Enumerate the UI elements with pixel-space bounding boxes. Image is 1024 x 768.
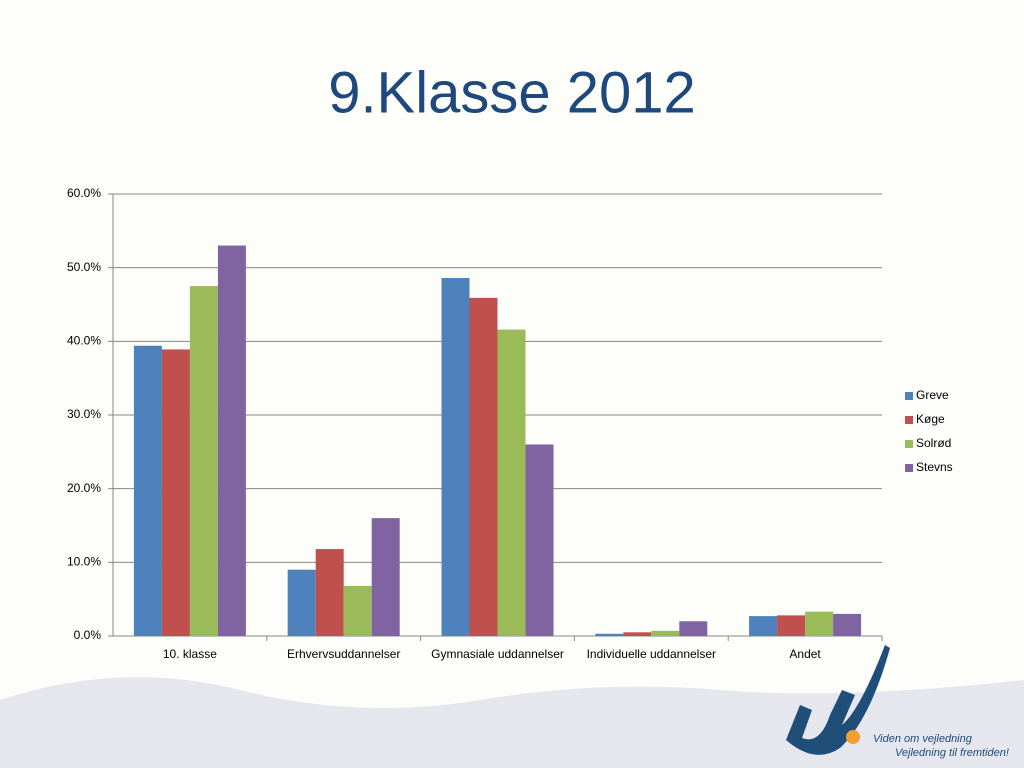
bar — [679, 621, 708, 636]
bar — [805, 611, 834, 636]
bar — [469, 297, 498, 636]
bar — [189, 286, 218, 636]
tagline: Viden om vejledning — [873, 733, 973, 745]
legend-label: Solrød — [916, 436, 951, 450]
logo — [786, 645, 890, 755]
legend-label: Køge — [916, 412, 945, 426]
legend-label: Stevns — [916, 460, 953, 474]
bar — [833, 613, 862, 636]
legend-swatch — [905, 464, 913, 472]
bar — [777, 615, 806, 636]
bar — [133, 345, 162, 636]
legend-swatch — [905, 440, 913, 448]
bar — [595, 633, 624, 636]
bar — [525, 444, 554, 636]
bar — [371, 518, 400, 636]
background-decoration — [0, 677, 1024, 768]
bar — [161, 349, 190, 636]
bar — [287, 569, 316, 636]
bar — [497, 329, 526, 636]
y-tick-label: 20.0% — [67, 481, 101, 495]
bar — [217, 245, 246, 637]
tagline: Vejledning til fremtiden! — [895, 747, 1009, 759]
x-tick-label: Erhvervsuddannelser — [286, 647, 401, 661]
y-tick-label: 30.0% — [67, 407, 101, 421]
bar — [651, 630, 680, 636]
bar — [343, 585, 372, 636]
y-tick-label: 10.0% — [67, 555, 101, 569]
x-tick-label: Gymnasiale uddannelser — [431, 647, 564, 661]
bar — [623, 632, 652, 636]
logo-dot — [846, 730, 860, 744]
y-tick-label: 60.0% — [67, 186, 101, 200]
bar — [441, 277, 470, 636]
legend-swatch — [905, 416, 913, 424]
x-tick-label: Individuelle uddannelser — [586, 647, 717, 661]
y-tick-label: 40.0% — [67, 334, 101, 348]
x-tick-label: 10. klasse — [162, 647, 217, 661]
legend-swatch — [905, 392, 913, 400]
bar — [749, 616, 778, 636]
y-tick-label: 0.0% — [74, 628, 102, 642]
y-tick-label: 50.0% — [67, 260, 101, 274]
chart-title: 9.Klasse 2012 — [328, 60, 696, 125]
bar — [315, 549, 344, 636]
x-tick-label: Andet — [789, 647, 821, 661]
legend-label: Greve — [916, 388, 949, 402]
